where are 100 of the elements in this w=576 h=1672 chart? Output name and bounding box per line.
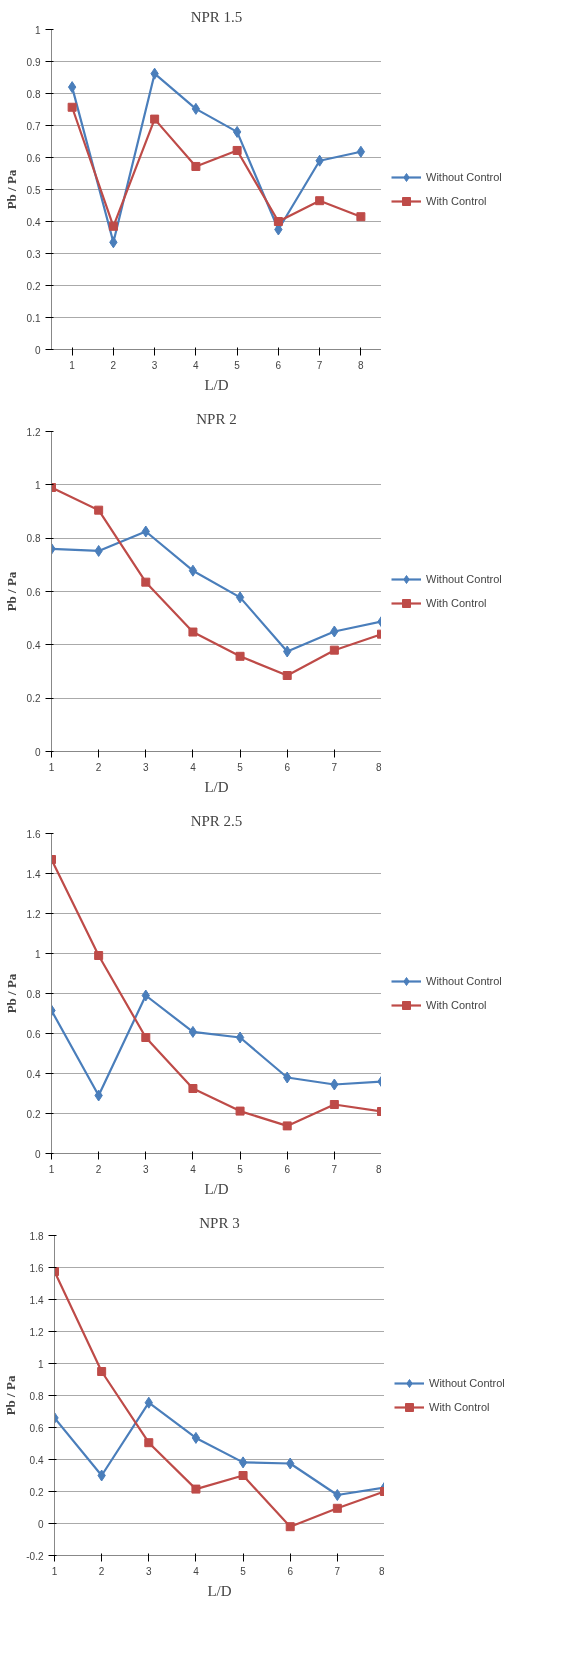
point — [235, 1031, 245, 1044]
x-tick-label: 8 — [375, 1163, 382, 1175]
x-tick-label: 6 — [284, 1163, 291, 1175]
y-tick-label: 0.2 — [26, 1108, 41, 1120]
legend-label: With Control — [426, 195, 487, 207]
y-tick-label: 1.4 — [29, 1294, 44, 1306]
x-tick-label: 5 — [237, 761, 244, 773]
point — [238, 1456, 248, 1469]
x-tick-label: 7 — [316, 359, 323, 371]
point — [235, 591, 245, 604]
point — [141, 1033, 151, 1042]
y-tick-label: 0 — [34, 746, 41, 758]
y-tick-label: 0.7 — [26, 120, 41, 132]
y-axis-title: Pb / Pa — [3, 973, 19, 1014]
point — [188, 564, 198, 577]
point — [235, 1106, 245, 1116]
y-tick-label: 1.6 — [29, 1262, 44, 1274]
y-tick-label: 0.8 — [29, 1390, 44, 1402]
y-axis-title: Pb / Pa — [3, 571, 19, 612]
x-tick-label: 1 — [69, 359, 76, 371]
x-tick-label: 6 — [287, 1565, 294, 1577]
point — [94, 951, 104, 960]
point — [191, 161, 201, 171]
x-tick-label: 7 — [331, 1163, 338, 1175]
point — [188, 1025, 198, 1038]
x-tick-label: 2 — [98, 1565, 105, 1577]
y-tick-label: 1 — [34, 24, 41, 36]
x-tick-label: 2 — [95, 1163, 102, 1175]
x-tick-label: 6 — [284, 761, 291, 773]
point — [232, 145, 242, 155]
chart-title: NPR 3 — [199, 1214, 240, 1231]
point — [144, 1438, 154, 1448]
point — [94, 505, 104, 515]
point — [315, 196, 325, 206]
x-axis-title: L/D — [204, 778, 229, 795]
point — [235, 651, 245, 661]
y-tick-label: 1 — [34, 479, 41, 491]
x-tick-label: 4 — [190, 1163, 197, 1175]
x-axis-title: L/D — [207, 1582, 232, 1599]
point — [141, 577, 151, 587]
y-tick-label: 0.8 — [26, 88, 41, 100]
x-tick-label: 8 — [375, 761, 382, 773]
y-tick-label: 0.4 — [26, 1068, 41, 1080]
y-tick-label: 0.6 — [26, 1028, 41, 1040]
x-tick-label: 1 — [48, 1163, 55, 1175]
point — [329, 1100, 339, 1109]
y-tick-label: 0.2 — [26, 693, 41, 705]
point — [329, 645, 339, 655]
x-tick-label: 5 — [240, 1565, 247, 1577]
point — [67, 102, 77, 112]
point — [356, 145, 366, 158]
y-tick-label: 1 — [34, 948, 41, 960]
point — [191, 1431, 201, 1444]
y-tick-label: 0.4 — [26, 639, 41, 651]
x-tick-label: 1 — [48, 761, 55, 773]
x-tick-label: 4 — [193, 1565, 200, 1577]
y-tick-label: 0.9 — [26, 56, 41, 68]
point — [191, 102, 201, 115]
x-tick-label: 4 — [190, 761, 197, 773]
x-tick-label: 3 — [143, 761, 149, 773]
x-axis-title: L/D — [204, 1180, 229, 1197]
y-tick-label: 0.4 — [26, 216, 41, 228]
y-tick-label: 1.6 — [26, 828, 41, 840]
x-tick-label: 6 — [275, 359, 282, 371]
chart-title: NPR 2.5 — [190, 812, 243, 829]
point — [273, 217, 283, 226]
x-tick-label: 3 — [151, 359, 158, 371]
x-tick-label: 4 — [193, 359, 200, 371]
x-tick-label: 7 — [334, 1565, 341, 1577]
y-tick-label: 0 — [34, 1148, 41, 1160]
x-tick-label: 1 — [51, 1565, 58, 1577]
legend-label: Without Control — [429, 1377, 505, 1389]
x-tick-label: 8 — [378, 1565, 385, 1577]
x-tick-label: 3 — [146, 1565, 152, 1577]
legend-label: Without Control — [426, 573, 502, 585]
x-tick-label: 2 — [95, 761, 102, 773]
x-tick-label: 8 — [358, 359, 365, 371]
y-axis-title: Pb / Pa — [3, 169, 19, 210]
point — [97, 1367, 107, 1376]
legend-label: With Control — [426, 999, 487, 1011]
point — [150, 114, 160, 124]
x-tick-label: 3 — [143, 1163, 149, 1175]
point — [188, 627, 198, 637]
point — [232, 125, 242, 138]
y-tick-label: 0.2 — [26, 280, 41, 292]
y-tick-label: 0.3 — [26, 248, 41, 260]
legend-label: Without Control — [426, 975, 502, 987]
point — [67, 81, 77, 94]
y-tick-label: 0.6 — [26, 152, 41, 164]
chart-title: NPR 1.5 — [190, 8, 243, 25]
legend-label: With Control — [426, 597, 487, 609]
y-tick-label: -0.2 — [26, 1550, 44, 1562]
y-tick-label: 1.2 — [29, 1326, 44, 1338]
legend-label: Without Control — [426, 171, 502, 183]
x-tick-label: 2 — [110, 359, 117, 371]
point — [285, 1522, 295, 1532]
chart-title: NPR 2 — [196, 410, 237, 427]
y-tick-label: 1.2 — [26, 426, 41, 438]
point — [188, 1084, 198, 1093]
x-tick-label: 5 — [234, 359, 241, 371]
